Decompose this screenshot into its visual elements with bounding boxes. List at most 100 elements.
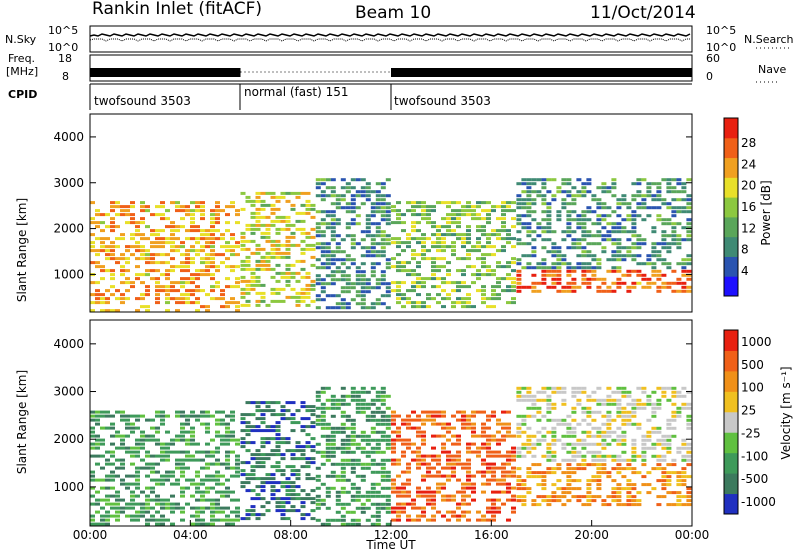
data-cell — [250, 239, 256, 243]
data-cell — [466, 233, 471, 237]
data-cell — [661, 246, 667, 250]
data-cell — [671, 206, 677, 210]
data-cell — [686, 198, 692, 202]
data-cell — [576, 442, 582, 446]
data-cell — [165, 430, 170, 434]
data-cell — [416, 241, 421, 245]
data-cell — [476, 201, 481, 205]
data-cell — [526, 182, 532, 186]
data-cell — [546, 222, 552, 226]
data-cell — [185, 418, 190, 422]
data-cell — [280, 453, 286, 457]
data-cell — [365, 194, 371, 198]
data-cell — [681, 182, 687, 186]
data-cell — [466, 205, 471, 209]
data-cell — [566, 479, 572, 483]
data-cell — [396, 293, 401, 297]
data-cell — [546, 454, 552, 458]
data-cell — [370, 482, 376, 486]
data-cell — [160, 289, 165, 293]
data-cell — [541, 262, 547, 266]
data-cell — [601, 234, 607, 238]
data-cell — [230, 410, 235, 414]
data-cell — [225, 438, 230, 442]
data-cell — [310, 501, 316, 505]
data-cell — [616, 471, 622, 475]
data-cell — [456, 217, 461, 221]
data-cell — [491, 434, 496, 438]
data-cell — [165, 209, 170, 213]
data-cell — [456, 478, 461, 482]
data-cell — [335, 462, 341, 466]
data-cell — [165, 261, 170, 265]
data-cell — [606, 442, 612, 446]
data-cell — [315, 226, 321, 230]
data-cell — [360, 434, 366, 438]
data-cell — [576, 214, 582, 218]
data-cell — [110, 426, 115, 430]
data-cell — [305, 271, 311, 275]
data-cell — [506, 518, 511, 522]
data-cell — [411, 502, 416, 506]
data-cell — [661, 446, 667, 450]
data-cell — [355, 522, 361, 526]
data-cell — [511, 498, 516, 502]
data-cell — [411, 229, 416, 233]
data-cell — [215, 265, 220, 269]
data-cell — [586, 254, 592, 258]
colorbar-tick-label: -100 — [741, 449, 768, 463]
data-cell — [611, 182, 617, 186]
data-cell — [446, 229, 451, 233]
data-cell — [566, 269, 572, 273]
data-cell — [596, 386, 602, 390]
data-cell — [416, 426, 421, 430]
data-cell — [446, 225, 451, 229]
data-cell — [90, 249, 95, 253]
data-cell — [446, 474, 451, 478]
data-cell — [265, 251, 271, 255]
data-cell — [175, 209, 180, 213]
data-cell — [506, 410, 511, 414]
data-cell — [621, 394, 627, 398]
data-cell — [295, 497, 301, 501]
data-cell — [616, 386, 622, 390]
data-cell — [466, 478, 471, 482]
data-cell — [100, 410, 105, 414]
data-cell — [115, 506, 120, 510]
data-cell — [476, 213, 481, 217]
data-cell — [170, 438, 175, 442]
data-cell — [431, 458, 436, 462]
data-cell — [606, 269, 612, 273]
data-cell — [200, 289, 205, 293]
data-cell — [95, 289, 100, 293]
data-cell — [446, 281, 451, 285]
data-cell — [260, 295, 266, 299]
data-cell — [340, 514, 346, 518]
data-cell — [421, 462, 426, 466]
data-cell — [481, 434, 486, 438]
data-cell — [531, 499, 537, 503]
data-cell — [571, 238, 577, 242]
data-cell — [380, 206, 386, 210]
data-cell — [350, 458, 356, 462]
data-cell — [195, 506, 200, 510]
data-cell — [310, 497, 316, 501]
data-cell — [110, 277, 115, 281]
data-cell — [385, 294, 391, 298]
data-cell — [616, 426, 622, 430]
data-cell — [626, 214, 632, 218]
data-cell — [355, 402, 361, 406]
data-cell — [431, 514, 436, 518]
data-cell — [516, 394, 522, 398]
data-cell — [681, 210, 687, 214]
data-cell — [155, 301, 160, 305]
freq-bar-1 — [90, 68, 241, 77]
data-cell — [496, 482, 501, 486]
data-cell — [611, 238, 617, 242]
data-cell — [185, 486, 190, 490]
data-cell — [370, 426, 376, 430]
data-cell — [185, 414, 190, 418]
data-cell — [511, 245, 516, 249]
data-cell — [145, 205, 150, 209]
data-cell — [185, 237, 190, 241]
